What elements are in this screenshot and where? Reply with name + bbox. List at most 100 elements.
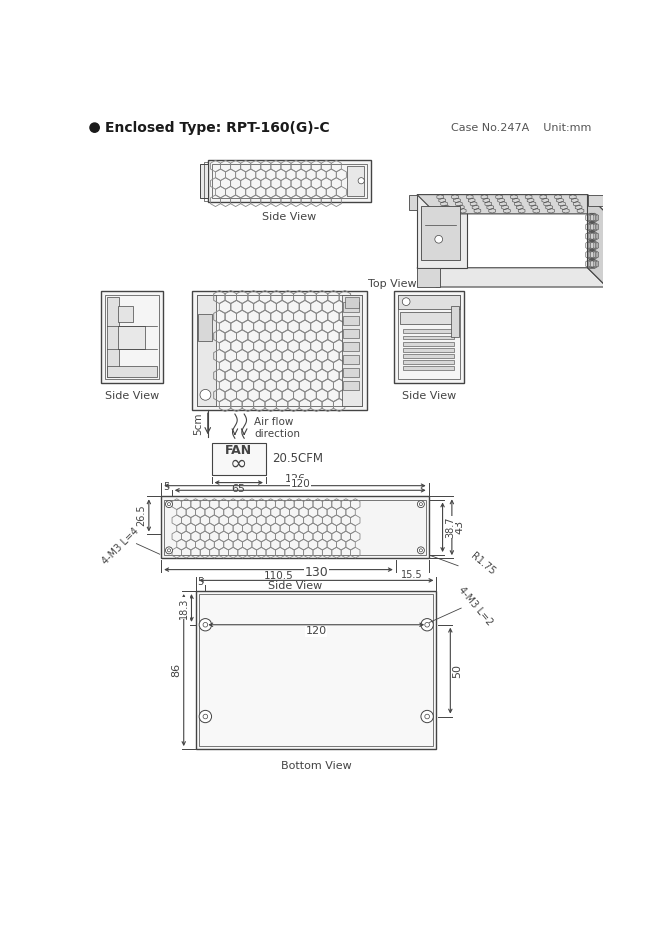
Bar <box>200 164 208 198</box>
Text: Side View: Side View <box>401 391 456 401</box>
Text: 38.7: 38.7 <box>445 517 455 538</box>
Bar <box>107 297 119 377</box>
Text: Top View: Top View <box>369 280 417 289</box>
Text: 120: 120 <box>290 479 310 489</box>
Circle shape <box>199 710 212 722</box>
Polygon shape <box>417 194 468 267</box>
Text: 5: 5 <box>163 482 170 492</box>
Bar <box>212 164 366 198</box>
Bar <box>417 267 440 287</box>
Text: 65: 65 <box>232 484 246 494</box>
Circle shape <box>421 619 433 631</box>
Text: 126: 126 <box>284 474 306 484</box>
Circle shape <box>200 390 211 400</box>
Text: Air flow
direction: Air flow direction <box>254 417 300 439</box>
Circle shape <box>203 623 208 627</box>
Text: 5: 5 <box>198 576 204 587</box>
Circle shape <box>203 714 208 719</box>
Circle shape <box>419 549 422 552</box>
Bar <box>342 296 362 406</box>
Bar <box>397 295 460 308</box>
Bar <box>394 291 464 383</box>
Bar <box>343 368 359 377</box>
Bar <box>197 296 216 406</box>
Bar <box>197 296 362 406</box>
Bar <box>118 306 133 321</box>
Bar <box>343 381 359 391</box>
Bar <box>403 354 454 357</box>
Circle shape <box>165 501 172 507</box>
Text: 120: 120 <box>306 627 327 636</box>
Bar <box>107 366 157 377</box>
Bar <box>204 161 208 201</box>
Bar <box>212 443 266 475</box>
Circle shape <box>402 298 410 305</box>
Circle shape <box>199 619 212 631</box>
Bar <box>343 341 359 351</box>
Bar <box>100 291 163 383</box>
Bar <box>409 194 417 210</box>
Bar <box>403 366 454 370</box>
Bar <box>345 297 359 308</box>
Bar <box>400 313 454 324</box>
Text: FAN: FAN <box>225 444 253 457</box>
Text: Enclosed Type: RPT-160(G)-C: Enclosed Type: RPT-160(G)-C <box>105 120 330 135</box>
Circle shape <box>358 177 364 184</box>
Bar <box>403 336 454 339</box>
Bar <box>403 341 454 345</box>
Bar <box>588 194 607 206</box>
Text: ∞: ∞ <box>230 454 247 474</box>
Polygon shape <box>588 194 607 287</box>
Text: 26.5: 26.5 <box>137 504 147 526</box>
Text: R1.75: R1.75 <box>469 551 497 577</box>
Text: 130: 130 <box>304 566 328 579</box>
Text: 18.3: 18.3 <box>179 597 189 619</box>
Bar <box>196 592 436 749</box>
Text: 4-M3 L=4: 4-M3 L=4 <box>100 526 141 566</box>
Text: Bottom View: Bottom View <box>281 760 352 771</box>
Text: 15.5: 15.5 <box>401 570 423 579</box>
Bar <box>343 302 359 312</box>
Bar <box>403 329 454 333</box>
Text: 4-M3 L=2: 4-M3 L=2 <box>456 585 494 628</box>
Bar <box>397 295 460 379</box>
Polygon shape <box>417 267 607 287</box>
Text: 20.5CFM: 20.5CFM <box>272 452 323 465</box>
Text: 110.5: 110.5 <box>263 571 293 581</box>
Text: Case No.247A    Unit:mm: Case No.247A Unit:mm <box>451 122 592 133</box>
Circle shape <box>421 710 433 722</box>
Bar <box>343 329 359 337</box>
Circle shape <box>168 549 171 552</box>
Bar <box>118 325 145 349</box>
Bar <box>161 497 429 558</box>
Circle shape <box>425 623 429 627</box>
Circle shape <box>419 502 422 505</box>
Polygon shape <box>417 194 607 214</box>
Bar <box>343 316 359 325</box>
Circle shape <box>90 123 99 132</box>
Text: 86: 86 <box>172 663 182 677</box>
Bar <box>347 166 364 196</box>
Bar <box>421 206 460 260</box>
Text: 5cm: 5cm <box>193 412 203 435</box>
Bar <box>208 160 371 202</box>
Text: Side View: Side View <box>262 211 316 222</box>
Bar <box>199 594 433 746</box>
Bar <box>105 295 159 379</box>
Text: 50: 50 <box>453 664 463 678</box>
Circle shape <box>425 714 429 719</box>
Bar <box>403 348 454 352</box>
Circle shape <box>417 547 424 554</box>
Text: Side View: Side View <box>268 581 322 592</box>
Circle shape <box>165 547 172 554</box>
Bar <box>192 291 366 410</box>
Bar <box>451 306 459 337</box>
Circle shape <box>168 502 171 505</box>
Bar <box>403 360 454 364</box>
Bar <box>164 500 425 555</box>
Bar <box>343 355 359 364</box>
Bar <box>198 314 212 341</box>
Circle shape <box>417 501 424 507</box>
Circle shape <box>435 235 443 243</box>
Text: Side View: Side View <box>105 391 159 401</box>
